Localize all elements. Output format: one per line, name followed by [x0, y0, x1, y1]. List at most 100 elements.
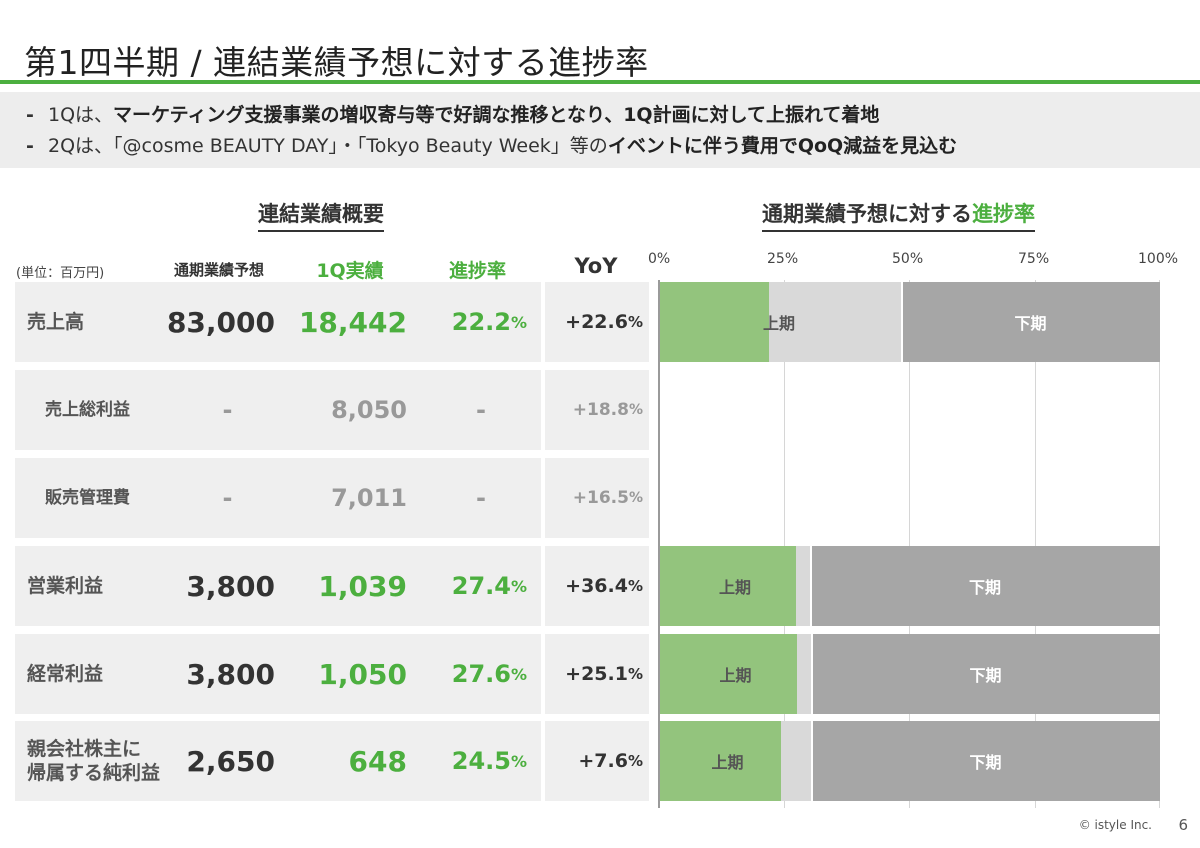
- percent-sign: %: [510, 751, 527, 771]
- table-section-title: 連結業績概要: [258, 198, 384, 232]
- row-label-text: 親会社株主に 帰属する純利益: [27, 738, 161, 784]
- second-half-label: 下期: [1014, 314, 1047, 333]
- second-half-bar: [813, 634, 1160, 714]
- yoy-number: +22.6: [565, 311, 628, 333]
- percent-sign: %: [510, 576, 527, 596]
- plan-value: 83,000: [166, 305, 275, 339]
- yoy-value: +22.6%: [545, 282, 643, 362]
- yoy-cell-background: [545, 458, 649, 538]
- table-row: 販売管理費 - 7,011 - +16.5%: [15, 458, 649, 538]
- row-background: [15, 282, 541, 362]
- axis-tick: 100%: [1138, 251, 1179, 267]
- progress-number: 27.4: [451, 572, 511, 600]
- second-half-bar: [813, 721, 1160, 801]
- yoy-value: +16.5%: [545, 458, 643, 538]
- column-header-progress: 進捗率: [448, 260, 506, 282]
- progress-value: 27.4%: [425, 546, 527, 626]
- bullet-1-bold: マーケティング支援事業の増収寄与等で好調な推移となり、1Q計画に対して上振れて着…: [113, 104, 880, 126]
- percent-sign: %: [627, 313, 643, 331]
- percent-sign: %: [628, 402, 643, 418]
- column-header-yoy: YoY: [574, 254, 618, 278]
- summary-box: -1Qは、マーケティング支援事業の増収寄与等で好調な推移となり、1Q計画に対して…: [0, 92, 1200, 168]
- yoy-cell-background: [545, 721, 649, 801]
- bullet-dash: -: [26, 104, 34, 126]
- plan-value: 2,650: [186, 744, 275, 778]
- progress-chart: 上期 下期 上期 下期 上期 下期 上期 下期: [658, 280, 1160, 808]
- chart-title-highlight: 進捗率: [972, 202, 1035, 226]
- progress-bar: [660, 634, 797, 714]
- table-row: 営業利益 3,800 1,039 27.4% +36.4%: [15, 546, 649, 626]
- row-background: [15, 546, 541, 626]
- summary-bullet-2: -2Qは、「@cosme BEAUTY DAY」・「Tokyo Beauty W…: [26, 131, 1174, 162]
- percent-sign: %: [627, 577, 643, 595]
- plan-value: 3,800: [186, 569, 275, 603]
- first-half-label: 上期: [762, 314, 795, 333]
- actual-value: 1,039: [318, 569, 407, 603]
- first-half-remaining-bar: [769, 282, 901, 362]
- row-label-text: 販売管理費: [45, 488, 130, 508]
- row-label: 経常利益: [27, 634, 103, 714]
- first-half-label: 上期: [711, 753, 744, 772]
- row-background: [15, 370, 541, 450]
- table-row: 売上高 83,000 18,442 22.2% +22.6%: [15, 282, 649, 362]
- row-background: [15, 634, 541, 714]
- row-label-text: 売上総利益: [45, 400, 130, 420]
- column-header-plan: 通期業績予想: [173, 261, 264, 279]
- row-label: 売上高: [27, 282, 84, 362]
- yoy-number: +18.8: [572, 400, 629, 420]
- first-half-label: 上期: [719, 666, 752, 685]
- table-row: 経常利益 3,800 1,050 27.6% +25.1%: [15, 634, 649, 714]
- summary-bullet-1: -1Qは、マーケティング支援事業の増収寄与等で好調な推移となり、1Q計画に対して…: [26, 100, 1174, 131]
- progress-number: 27.6: [451, 660, 511, 688]
- table-row: 親会社株主に 帰属する純利益 2,650 648 24.5% +7.6%: [15, 721, 649, 801]
- progress-bar: [660, 282, 769, 362]
- first-half-remaining-bar: [781, 721, 811, 801]
- plan-value: -: [222, 484, 233, 512]
- gridline: [1159, 280, 1160, 808]
- percent-sign: %: [628, 490, 643, 506]
- yoy-number: +16.5: [572, 488, 629, 508]
- first-half-label: 上期: [718, 578, 751, 597]
- plan-value: 3,800: [186, 657, 275, 691]
- actual-value: 648: [348, 744, 407, 778]
- second-half-label: 下期: [969, 753, 1002, 772]
- column-header-actual: 1Q実績: [316, 260, 384, 282]
- progress-value: 24.5%: [425, 721, 527, 801]
- progress-value: 27.6%: [425, 634, 527, 714]
- yoy-value: +36.4%: [545, 546, 643, 626]
- axis-tick: 0%: [648, 251, 671, 267]
- chart-title-prefix: 通期業績予想に対する: [762, 202, 972, 226]
- row-label-text: 売上高: [27, 311, 85, 333]
- axis-tick: 50%: [892, 251, 924, 267]
- second-half-bar: [903, 282, 1160, 362]
- progress-bar: [660, 546, 796, 626]
- actual-value: 1,050: [318, 657, 407, 691]
- yoy-value: +18.8%: [545, 370, 643, 450]
- progress-bar: [660, 721, 781, 801]
- row-background: [15, 458, 541, 538]
- progress-number: 24.5: [451, 747, 511, 775]
- yoy-cell-background: [545, 634, 649, 714]
- second-half-label: 下期: [968, 578, 1001, 597]
- actual-value: 8,050: [331, 396, 407, 424]
- row-label: 親会社株主に 帰属する純利益: [27, 721, 160, 801]
- percent-sign: %: [627, 752, 643, 770]
- progress-number: 22.2: [451, 308, 511, 336]
- percent-sign: %: [510, 312, 527, 332]
- plan-value: -: [222, 396, 233, 424]
- progress-number: -: [476, 484, 486, 512]
- actual-value: 18,442: [298, 305, 407, 339]
- table-row: 売上総利益 - 8,050 - +18.8%: [15, 370, 649, 450]
- second-half-bar: [812, 546, 1160, 626]
- bullet-1-prefix: 1Qは、: [48, 104, 114, 126]
- percent-sign: %: [627, 665, 643, 683]
- copyright: © istyle Inc.: [1078, 818, 1152, 832]
- chart-section-title: 通期業績予想に対する進捗率: [762, 198, 1035, 232]
- axis-tick: 75%: [1018, 251, 1050, 267]
- yoy-number: +7.6: [578, 750, 628, 772]
- bullet-2-prefix: 2Qは、「@cosme BEAUTY DAY」・「Tokyo Beauty We…: [48, 135, 608, 157]
- row-label: 売上総利益: [45, 370, 130, 450]
- yoy-value: +7.6%: [545, 721, 643, 801]
- row-background: [15, 721, 541, 801]
- yoy-value: +25.1%: [545, 634, 643, 714]
